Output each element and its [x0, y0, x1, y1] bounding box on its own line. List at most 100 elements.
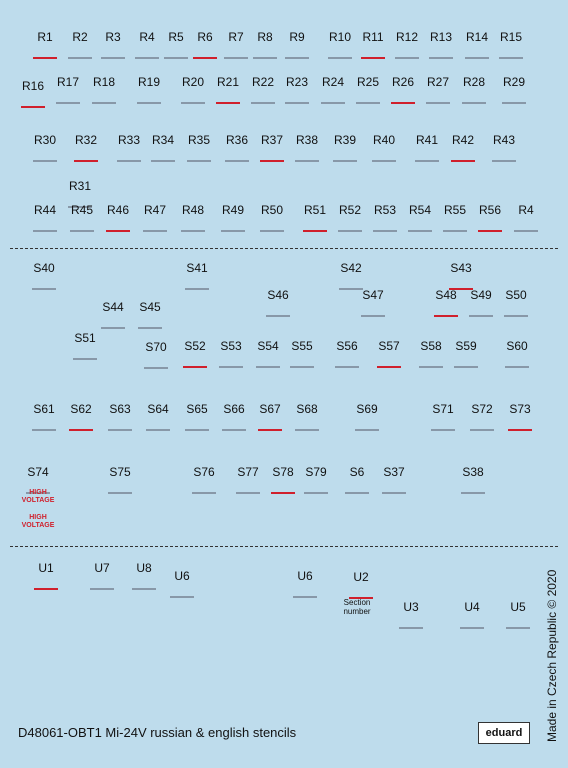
decal-label: R22 [251, 75, 275, 89]
decal-label: S66 [223, 402, 245, 416]
decal-label: R17 [56, 75, 80, 89]
decal [382, 492, 406, 494]
decal-label: U6 [174, 569, 190, 583]
decal [303, 230, 327, 232]
decal-label: R15 [499, 30, 523, 44]
decal [415, 160, 439, 162]
decal [460, 627, 484, 629]
decal [514, 230, 538, 232]
decal [429, 57, 453, 59]
decal [144, 367, 168, 369]
decal [253, 57, 277, 59]
decal [225, 160, 249, 162]
decal-label: R4 [139, 30, 155, 44]
decal-label: U8 [136, 561, 152, 575]
decal-label: S47 [362, 288, 384, 302]
decal [137, 102, 161, 104]
decal-label: R51 [303, 203, 327, 217]
decal-label: S72 [471, 402, 493, 416]
decal [185, 429, 209, 431]
decal [461, 492, 485, 494]
decal-label: S77 [237, 465, 259, 479]
decal [290, 366, 314, 368]
decal-label: S61 [33, 402, 55, 416]
decal [361, 57, 385, 59]
decal-label: S57 [378, 339, 400, 353]
decal [502, 102, 526, 104]
decal-label: R56 [478, 203, 502, 217]
decal-label: S69 [356, 402, 378, 416]
decal-label: S44 [102, 300, 124, 314]
decal [192, 492, 216, 494]
decal-label: R39 [333, 133, 357, 147]
decal-label: U6 [297, 569, 313, 583]
decal-label: U3 [403, 600, 419, 614]
decal [101, 57, 125, 59]
decal [465, 57, 489, 59]
decal-label: S40 [33, 261, 55, 275]
decal [372, 160, 396, 162]
decal [251, 102, 275, 104]
decal [361, 315, 385, 317]
decal [181, 102, 205, 104]
decal-label: S52 [184, 339, 206, 353]
decal-label: R3 [105, 30, 121, 44]
decal-label: R2 [72, 30, 88, 44]
decal-label: R11 [362, 30, 384, 44]
decal-label: R37 [260, 133, 284, 147]
decal [185, 288, 209, 290]
decal-label: R41 [415, 133, 439, 147]
decal [478, 230, 502, 232]
decal-label: U2 [353, 570, 369, 584]
decal [117, 160, 141, 162]
decal [170, 596, 194, 598]
decal [295, 429, 319, 431]
decal [449, 288, 473, 290]
decal-label: R12 [395, 30, 419, 44]
decal-label: R53 [373, 203, 397, 217]
decal-label: R7 [228, 30, 244, 44]
decal [419, 366, 443, 368]
decal [33, 230, 57, 232]
decal-label: R8 [257, 30, 273, 44]
decal-label: S74 [27, 465, 49, 479]
decal [21, 106, 45, 108]
decal [68, 206, 92, 208]
decal-label: S53 [220, 339, 242, 353]
decal [258, 429, 282, 431]
decal [373, 230, 397, 232]
decal [260, 230, 284, 232]
decal-label: R16 [21, 79, 45, 93]
decal [183, 366, 207, 368]
decal [101, 327, 125, 329]
decal-label: R23 [285, 75, 309, 89]
decal [443, 230, 467, 232]
decal [470, 429, 494, 431]
decal [295, 160, 319, 162]
decal-label: R50 [260, 203, 284, 217]
decal-label: R46 [106, 203, 130, 217]
decal [108, 492, 132, 494]
decal-label: R33 [117, 133, 141, 147]
decal [293, 596, 317, 598]
decal [164, 57, 188, 59]
decal-label: R48 [181, 203, 205, 217]
decal-label: R34 [151, 133, 175, 147]
decal-label: R10 [328, 30, 352, 44]
decal-label: R18 [92, 75, 116, 89]
decal-label: R38 [295, 133, 319, 147]
decal-label: S65 [186, 402, 208, 416]
decal-label: R29 [502, 75, 526, 89]
decal-label: R43 [492, 133, 516, 147]
decal [391, 102, 415, 104]
decal [321, 102, 345, 104]
decal-label: U4 [464, 600, 480, 614]
decal [408, 230, 432, 232]
decal [224, 57, 248, 59]
decal [108, 429, 132, 431]
decal [90, 588, 114, 590]
decal-label: S76 [193, 465, 215, 479]
decal-label: S48 [435, 288, 457, 302]
decal [26, 492, 50, 494]
decal-label: S51 [74, 331, 96, 345]
